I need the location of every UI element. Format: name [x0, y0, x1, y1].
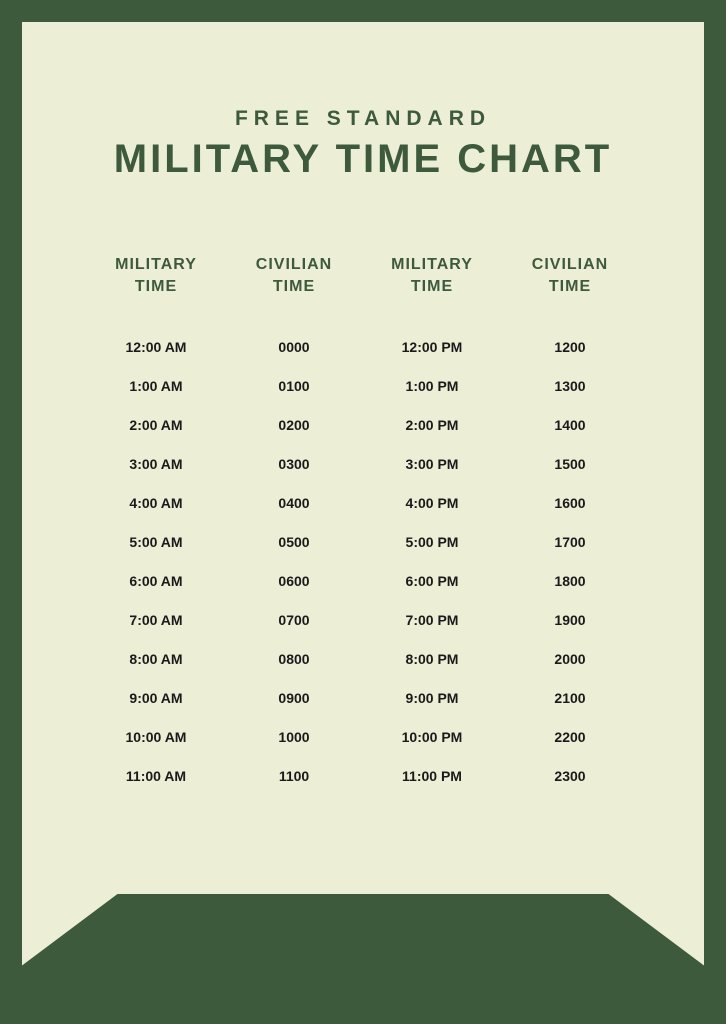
table-cell: 1500	[501, 444, 639, 483]
table-cell: 1400	[501, 405, 639, 444]
table-cell: 8:00 PM	[363, 639, 501, 678]
table-cell: 12:00 AM	[87, 327, 225, 366]
table-cell: 4:00 PM	[363, 483, 501, 522]
table-cell: 0900	[225, 678, 363, 717]
page-background: FREE STANDARD MILITARY TIME CHART MILITA…	[22, 22, 704, 1024]
table-cell: 2000	[501, 639, 639, 678]
column-civilian-am: CIVILIAN TIME 0000 0100 0200 0300 0400 0…	[225, 254, 363, 795]
table-cell: 1900	[501, 600, 639, 639]
table-cell: 7:00 AM	[87, 600, 225, 639]
table-cell: 0500	[225, 522, 363, 561]
table-cell: 7:00 PM	[363, 600, 501, 639]
table-cell: 0300	[225, 444, 363, 483]
time-chart-table: MILITARY TIME 12:00 AM 1:00 AM 2:00 AM 3…	[77, 254, 649, 795]
table-cell: 11:00 PM	[363, 756, 501, 795]
table-cell: 4:00 AM	[87, 483, 225, 522]
table-cell: 0400	[225, 483, 363, 522]
table-cell: 3:00 AM	[87, 444, 225, 483]
table-cell: 2:00 PM	[363, 405, 501, 444]
table-cell: 1000	[225, 717, 363, 756]
column-military-am: MILITARY TIME 12:00 AM 1:00 AM 2:00 AM 3…	[87, 254, 225, 795]
table-cell: 2100	[501, 678, 639, 717]
table-cell: 0700	[225, 600, 363, 639]
column-header: MILITARY TIME	[87, 254, 225, 297]
table-cell: 1600	[501, 483, 639, 522]
column-header: CIVILIAN TIME	[225, 254, 363, 297]
table-cell: 5:00 AM	[87, 522, 225, 561]
table-cell: 1:00 AM	[87, 366, 225, 405]
table-cell: 5:00 PM	[363, 522, 501, 561]
table-cell: 2:00 AM	[87, 405, 225, 444]
table-cell: 0000	[225, 327, 363, 366]
table-cell: 6:00 AM	[87, 561, 225, 600]
table-cell: 3:00 PM	[363, 444, 501, 483]
table-cell: 9:00 AM	[87, 678, 225, 717]
column-header: MILITARY TIME	[363, 254, 501, 297]
table-cell: 2200	[501, 717, 639, 756]
table-cell: 1800	[501, 561, 639, 600]
content-area: FREE STANDARD MILITARY TIME CHART MILITA…	[22, 22, 704, 795]
table-cell: 12:00 PM	[363, 327, 501, 366]
table-cell: 11:00 AM	[87, 756, 225, 795]
table-cell: 0100	[225, 366, 363, 405]
bottom-decoration	[22, 894, 704, 1024]
column-civilian-pm: CIVILIAN TIME 1200 1300 1400 1500 1600 1…	[501, 254, 639, 795]
subtitle: FREE STANDARD	[77, 107, 649, 131]
table-cell: 1100	[225, 756, 363, 795]
table-cell: 1:00 PM	[363, 366, 501, 405]
table-cell: 2300	[501, 756, 639, 795]
table-cell: 10:00 AM	[87, 717, 225, 756]
table-cell: 1200	[501, 327, 639, 366]
table-cell: 10:00 PM	[363, 717, 501, 756]
table-cell: 9:00 PM	[363, 678, 501, 717]
table-cell: 6:00 PM	[363, 561, 501, 600]
table-cell: 1700	[501, 522, 639, 561]
table-cell: 8:00 AM	[87, 639, 225, 678]
page-title: MILITARY TIME CHART	[77, 137, 649, 182]
table-cell: 1300	[501, 366, 639, 405]
table-cell: 0200	[225, 405, 363, 444]
table-cell: 0600	[225, 561, 363, 600]
column-military-pm: MILITARY TIME 12:00 PM 1:00 PM 2:00 PM 3…	[363, 254, 501, 795]
table-cell: 0800	[225, 639, 363, 678]
column-header: CIVILIAN TIME	[501, 254, 639, 297]
